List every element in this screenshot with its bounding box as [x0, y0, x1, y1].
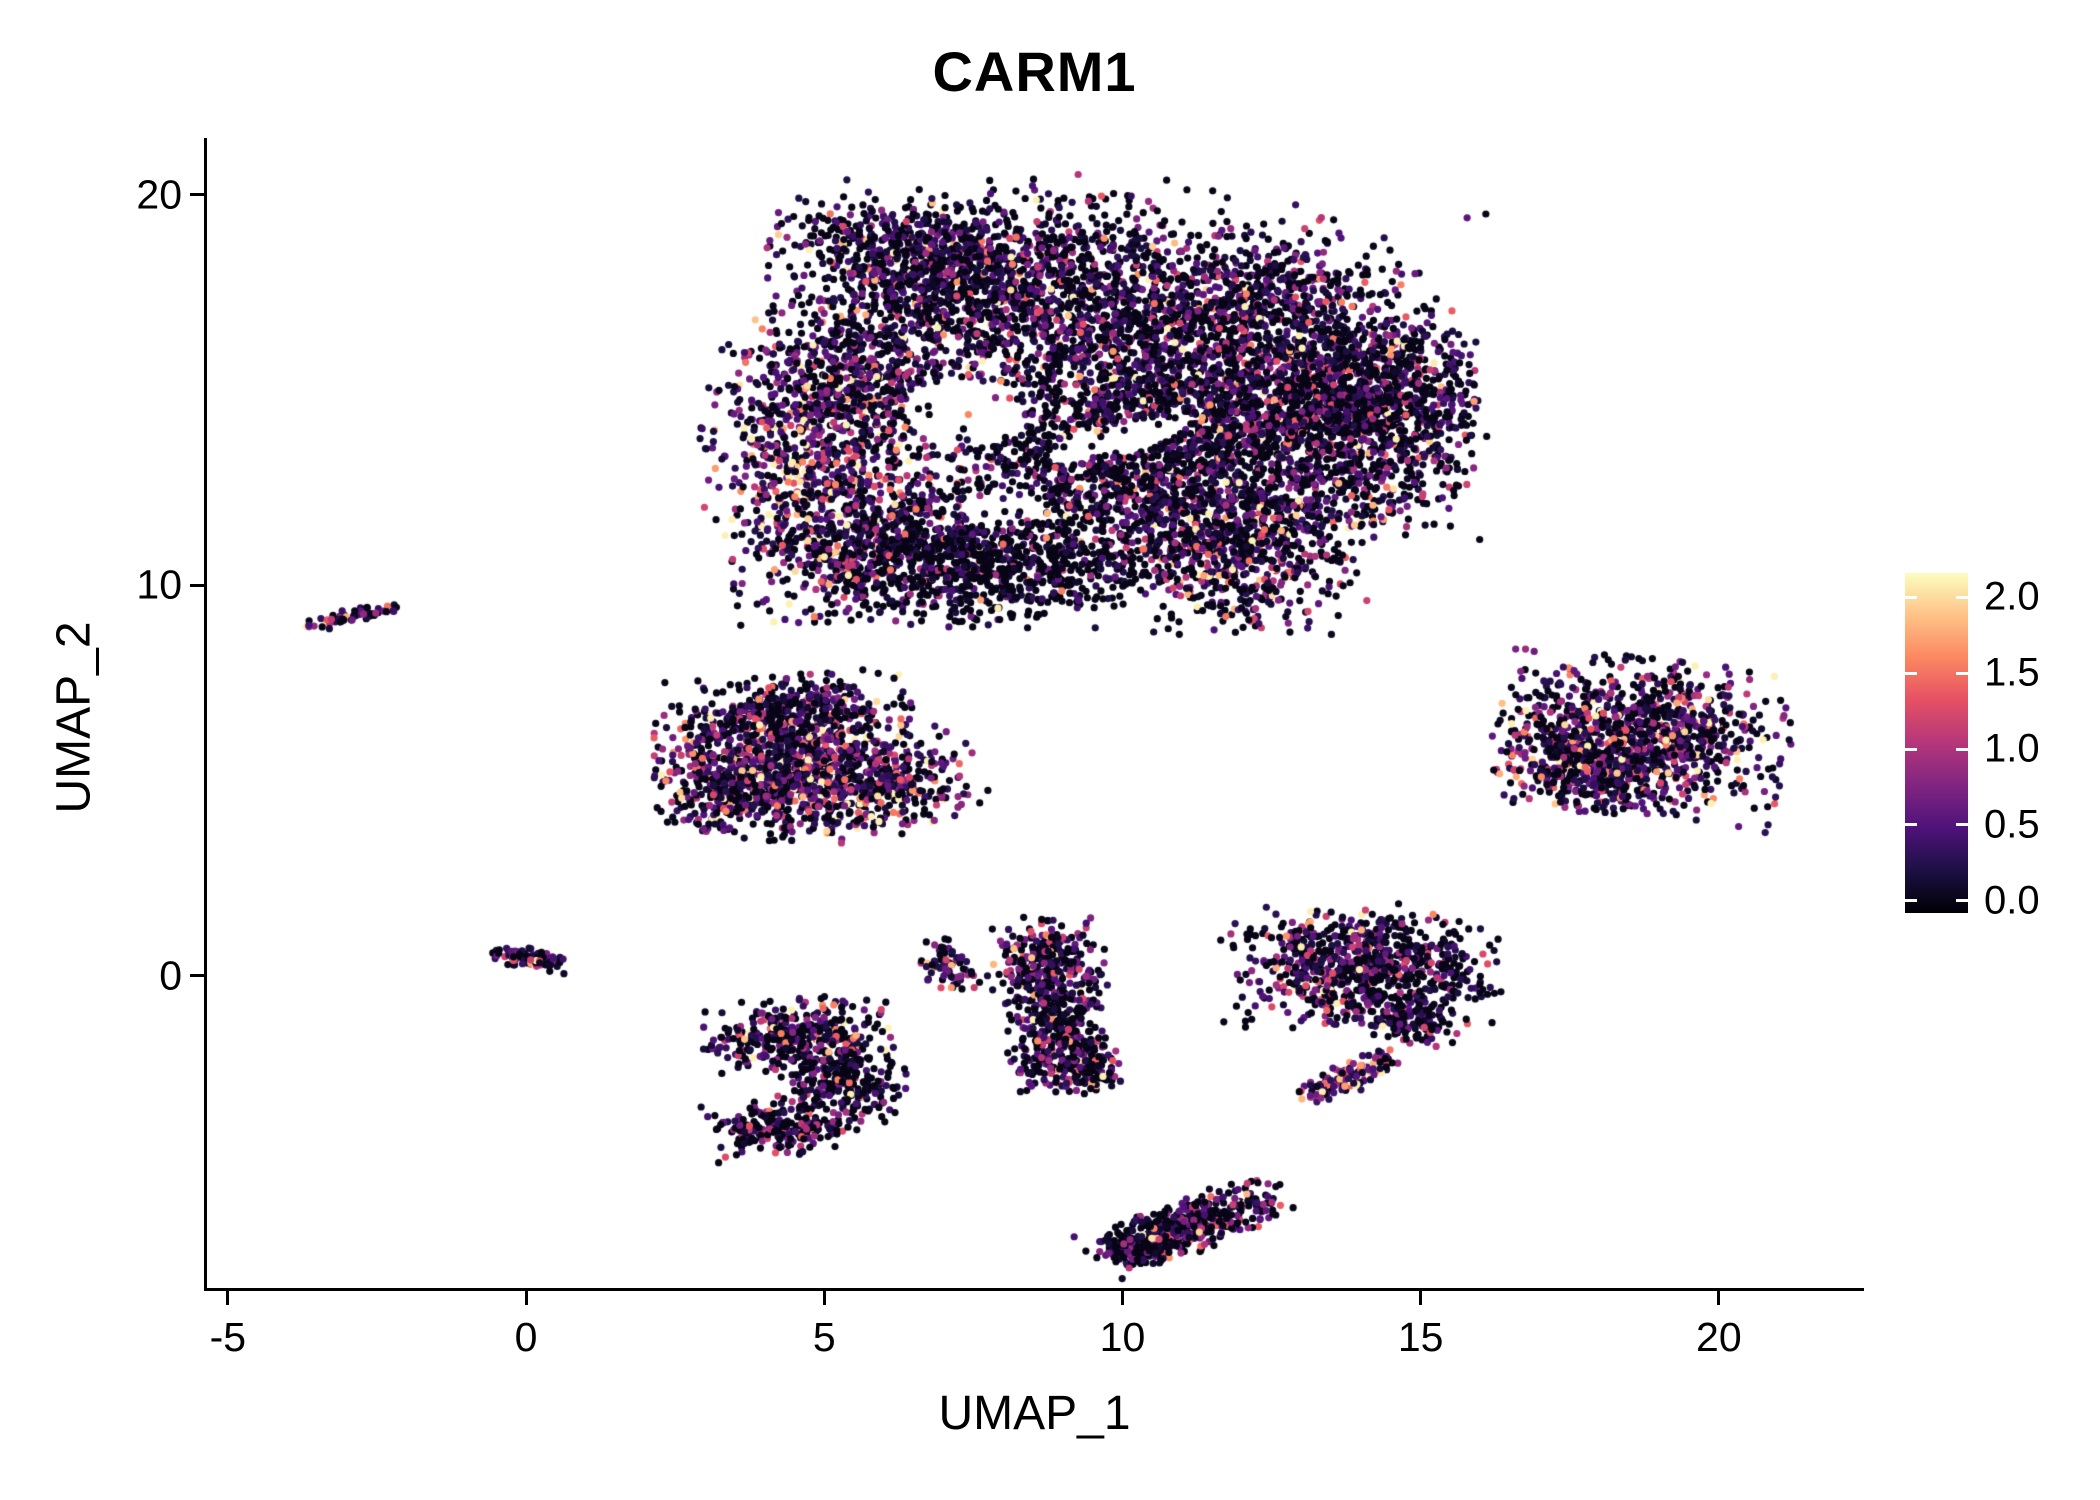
colorbar-tick-mark [1956, 671, 1968, 675]
colorbar-tick-label: 2.0 [1984, 574, 2040, 619]
y-tick-mark [190, 974, 204, 978]
colorbar-gradient [1905, 573, 1968, 913]
x-tick-label: 15 [1397, 1314, 1444, 1360]
x-tick-label: 0 [514, 1314, 538, 1360]
colorbar-tick-mark [1905, 671, 1917, 675]
y-tick-label: 0 [159, 952, 182, 999]
x-tick-label: 20 [1696, 1314, 1742, 1360]
x-tick-label: 10 [1099, 1314, 1146, 1360]
colorbar-tick-label: 1.0 [1984, 726, 2040, 771]
y-tick-mark [190, 193, 204, 197]
colorbar-tick-mark [1956, 899, 1968, 903]
colorbar-tick-mark [1905, 899, 1917, 903]
colorbar-tick-mark [1956, 595, 1968, 599]
x-tick-mark [226, 1291, 230, 1305]
colorbar-tick-label: 0.0 [1984, 878, 2040, 923]
x-tick-mark [524, 1291, 528, 1305]
x-axis-line [205, 1288, 1864, 1291]
y-axis-line [204, 138, 207, 1291]
x-tick-label: -5 [209, 1314, 247, 1360]
x-axis-title: UMAP_1 [938, 1387, 1131, 1440]
colorbar-tick-label: 1.5 [1984, 650, 2040, 695]
colorbar-tick-mark [1905, 595, 1917, 599]
x-tick-mark [822, 1291, 826, 1305]
colorbar-tick-mark [1905, 823, 1917, 827]
y-tick-label: 20 [136, 171, 182, 218]
colorbar-tick-mark [1905, 747, 1917, 751]
colorbar-legend [1905, 573, 1968, 913]
x-tick-label: 5 [812, 1314, 836, 1360]
colorbar-tick-label: 0.5 [1984, 802, 2040, 847]
colorbar-tick-mark [1956, 823, 1968, 827]
y-tick-label: 10 [136, 561, 182, 608]
x-tick-mark [1717, 1291, 1721, 1305]
x-tick-mark [1419, 1291, 1423, 1305]
y-axis-title: UMAP_2 [47, 621, 101, 814]
colorbar-tick-mark [1956, 747, 1968, 751]
x-tick-mark [1120, 1291, 1124, 1305]
y-tick-mark [190, 583, 204, 587]
